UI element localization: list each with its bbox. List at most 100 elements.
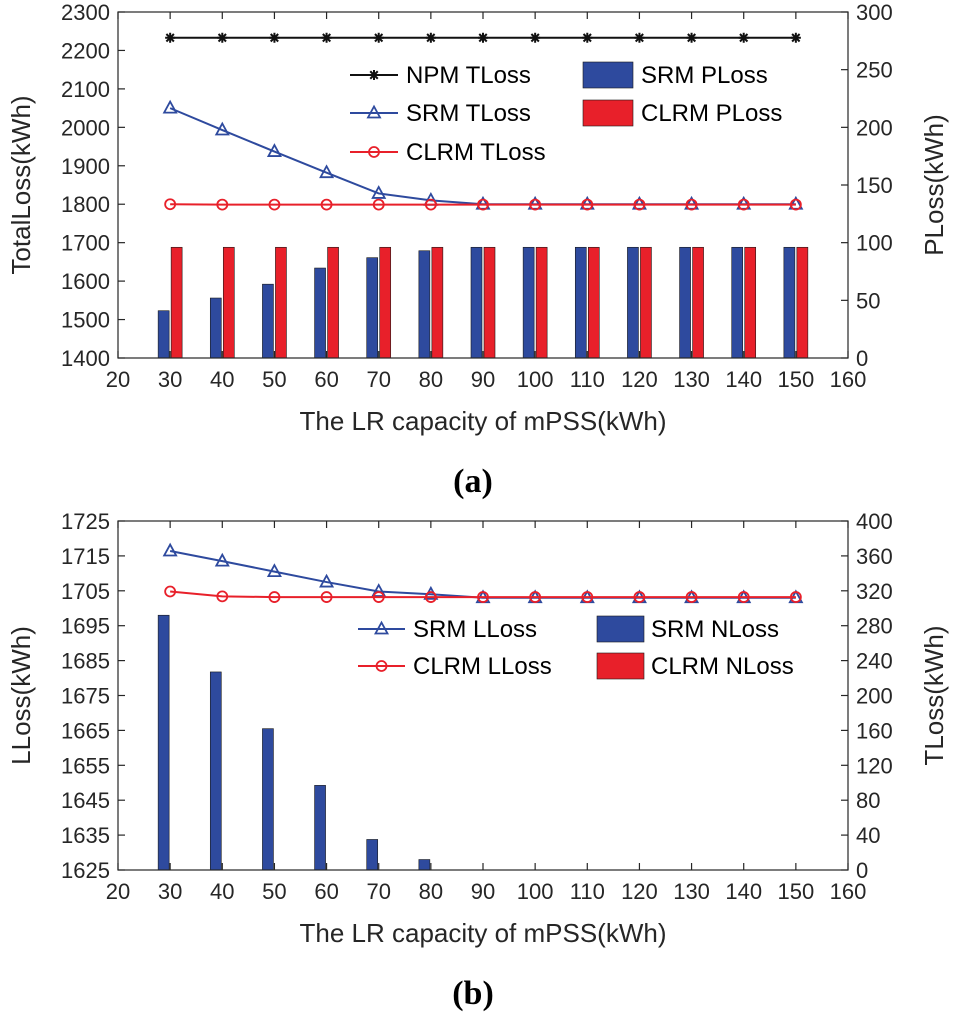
point-npm-tloss-150 [790, 32, 801, 43]
y-left-tick-label-1700: 1700 [61, 231, 110, 256]
y-left-tick-label-1625: 1625 [61, 858, 110, 883]
point-npm-tloss-40-stroke-3 [217, 33, 227, 43]
point-clrm-tloss-80 [424, 198, 437, 211]
point-clrm-lloss-30 [164, 585, 177, 598]
point-srm-tloss-60 [319, 164, 335, 179]
x-tick-label-60: 60 [314, 879, 338, 904]
legend-swatch-srm-ploss [582, 61, 634, 89]
legend-label-srm-nloss: SRM NLoss [651, 616, 779, 643]
point-clrm-lloss-50 [268, 591, 281, 603]
y-left-tick-label-1715: 1715 [61, 544, 110, 569]
bar-clrm-ploss-30 [170, 246, 183, 359]
bar-clrm-ploss-100 [535, 246, 548, 359]
point-srm-lloss-40 [214, 552, 230, 567]
point-npm-tloss-100-stroke-3 [530, 33, 540, 43]
bar-srm-ploss-120 [627, 246, 639, 359]
y-left-tick-label-1725: 1725 [61, 509, 110, 534]
legend-marker-clrm-lloss [375, 660, 388, 672]
x-tick-label-90: 90 [471, 367, 495, 392]
point-clrm-lloss-120 [633, 591, 646, 603]
chart-panel-a: 20 30 40 50 60 70 80 90 100 110 120 130 140 150 160 140… [6, 0, 949, 500]
point-npm-tloss-90-stroke-3 [478, 33, 488, 43]
point-npm-tloss-150-stroke-3 [791, 33, 801, 43]
y-left-tick-label-1600: 1600 [61, 269, 110, 294]
point-npm-tloss-70-stroke-3 [374, 33, 384, 43]
legend-marker-npm-tloss [369, 70, 379, 80]
point-clrm-lloss-80 [424, 591, 437, 603]
x-tick-label-100: 100 [517, 367, 554, 392]
point-npm-tloss-140-stroke-3 [739, 33, 749, 43]
bar-srm-ploss-60 [314, 267, 326, 359]
bar-srm-ploss-50 [262, 283, 274, 359]
point-srm-tloss-40 [214, 121, 230, 136]
x-tick-label-80: 80 [419, 367, 443, 392]
x-tick-label-30: 30 [158, 879, 182, 904]
x-tick-label-70: 70 [366, 879, 390, 904]
point-npm-tloss-130-stroke-3 [687, 33, 697, 43]
bar-clrm-ploss-90 [483, 246, 496, 359]
point-npm-tloss-60 [321, 32, 332, 43]
bar-srm-ploss-140 [731, 246, 744, 359]
y-right-tick-label-80: 80 [856, 788, 880, 813]
point-clrm-tloss-60 [320, 198, 333, 211]
point-npm-tloss-100 [530, 32, 541, 43]
x-tick-label-150: 150 [777, 879, 814, 904]
bar-srm-ploss-80 [418, 250, 431, 359]
x-tick-label-120: 120 [621, 367, 658, 392]
x-tick-label-20: 20 [106, 879, 130, 904]
y-left-tick-label-1705: 1705 [61, 579, 110, 604]
y-right-tick-label-100: 100 [856, 231, 893, 256]
point-clrm-tloss-130 [685, 198, 698, 211]
point-npm-tloss-80-stroke-3 [426, 33, 436, 43]
y-right-tick-label-280: 280 [856, 614, 893, 639]
legend-label-srm-tloss: SRM TLoss [406, 100, 531, 127]
y-right-tick-label-360: 360 [856, 544, 893, 569]
y-right-tick-label-0: 0 [856, 858, 868, 883]
y-right-tick-label-250: 250 [856, 58, 893, 83]
x-tick-label-120: 120 [621, 879, 658, 904]
y-left-tick-label-1695: 1695 [61, 614, 110, 639]
point-srm-tloss-30 [162, 99, 178, 114]
y-left-tick-label-2100: 2100 [61, 77, 110, 102]
point-npm-tloss-110-stroke-3 [582, 33, 592, 43]
x-axis-label: The LR capacity of mPSS(kWh) [300, 406, 667, 436]
x-tick-label-150: 150 [777, 367, 814, 392]
bar-srm-ploss-70 [366, 257, 379, 359]
x-tick-label-40: 40 [210, 879, 234, 904]
panel-label: (b) [452, 975, 494, 1012]
point-clrm-tloss-140 [737, 198, 750, 211]
y-left-tick-label-1685: 1685 [61, 649, 110, 674]
legend-marker-srm-tloss [366, 104, 382, 119]
legend-swatch-clrm-ploss [582, 99, 634, 127]
y-right-tick-label-200: 200 [856, 684, 893, 709]
point-npm-tloss-120 [634, 32, 645, 43]
y-left-axis-label: TotalLoss(kWh) [6, 95, 36, 274]
x-axis-label: The LR capacity of mPSS(kWh) [300, 918, 667, 948]
point-clrm-lloss-40 [216, 590, 229, 603]
point-clrm-tloss-90 [477, 198, 489, 211]
point-srm-lloss-30 [162, 542, 178, 557]
y-right-tick-label-150: 150 [856, 173, 893, 198]
x-tick-label-20: 20 [106, 367, 130, 392]
point-npm-tloss-120-stroke-3 [634, 33, 644, 43]
point-npm-tloss-110 [582, 32, 593, 43]
x-tick-label-60: 60 [314, 367, 338, 392]
y-right-tick-label-320: 320 [856, 579, 893, 604]
x-tick-label-80: 80 [419, 879, 443, 904]
y-left-tick-label-1665: 1665 [61, 718, 110, 743]
point-clrm-tloss-110 [581, 198, 594, 211]
y-left-tick-label-1655: 1655 [61, 753, 110, 778]
point-clrm-lloss-130 [685, 591, 698, 603]
point-srm-lloss-50 [266, 563, 282, 578]
bar-srm-ploss-130 [679, 246, 691, 359]
x-tick-label-140: 140 [725, 879, 762, 904]
point-srm-lloss-70 [371, 583, 387, 597]
bar-srm-ploss-40 [209, 297, 222, 359]
y-left-tick-label-1500: 1500 [61, 308, 110, 333]
x-tick-label-50: 50 [262, 879, 286, 904]
legend-marker-srm-lloss [373, 620, 390, 635]
bar-srm-nloss-80 [418, 859, 431, 871]
bar-srm-ploss-90 [470, 246, 483, 359]
point-npm-tloss-50-stroke-3 [269, 33, 279, 43]
point-npm-tloss-140 [738, 32, 749, 43]
